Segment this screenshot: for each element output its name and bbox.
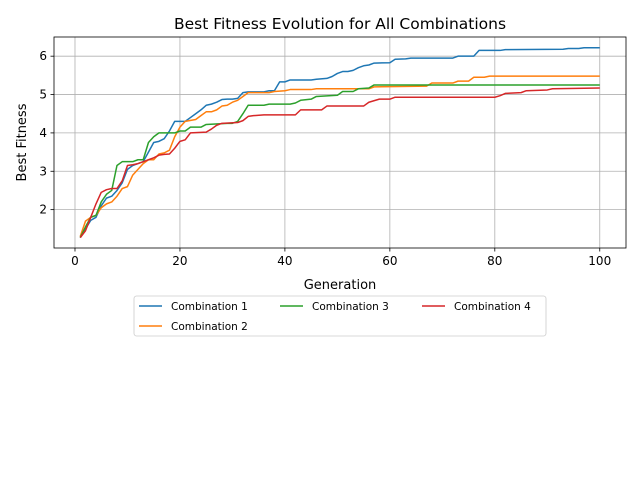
x-tick-label: 80	[487, 254, 502, 268]
y-tick-label: 2	[39, 203, 47, 217]
legend-label: Combination 3	[312, 301, 389, 313]
series-line-2	[79, 75, 600, 237]
y-tick-label: 5	[39, 88, 47, 102]
legend-label: Combination 1	[171, 301, 248, 313]
y-tick-label: 4	[39, 126, 47, 140]
x-tick-label: 40	[277, 254, 292, 268]
grid-lines	[54, 37, 626, 248]
series-line-3	[79, 84, 600, 238]
legend-label: Combination 2	[171, 321, 248, 333]
x-tick-label: 20	[172, 254, 187, 268]
legend-item-1: Combination 1	[139, 301, 248, 313]
series-line-4	[79, 87, 600, 239]
y-axis-label: Best Fitness	[15, 103, 30, 181]
y-tick-label: 3	[39, 164, 47, 178]
chart-title: Best Fitness Evolution for All Combinati…	[174, 15, 506, 33]
legend-label: Combination 4	[454, 301, 531, 313]
x-tick-label: 100	[588, 254, 611, 268]
legend-item-3: Combination 3	[280, 301, 389, 313]
legend-item-4: Combination 4	[422, 301, 531, 313]
axis-ticks: 0 20 40 60 80 100 2 3 4 5 6	[39, 49, 611, 268]
plot-frame	[53, 36, 627, 249]
legend-item-2: Combination 2	[139, 321, 248, 333]
series-lines	[79, 46, 600, 239]
y-tick-label: 6	[39, 49, 47, 63]
x-tick-label: 0	[71, 254, 79, 268]
x-axis-label: Generation	[304, 278, 377, 293]
legend: Combination 1 Combination 2 Combination 3 C…	[133, 295, 547, 337]
x-tick-label: 60	[382, 254, 397, 268]
